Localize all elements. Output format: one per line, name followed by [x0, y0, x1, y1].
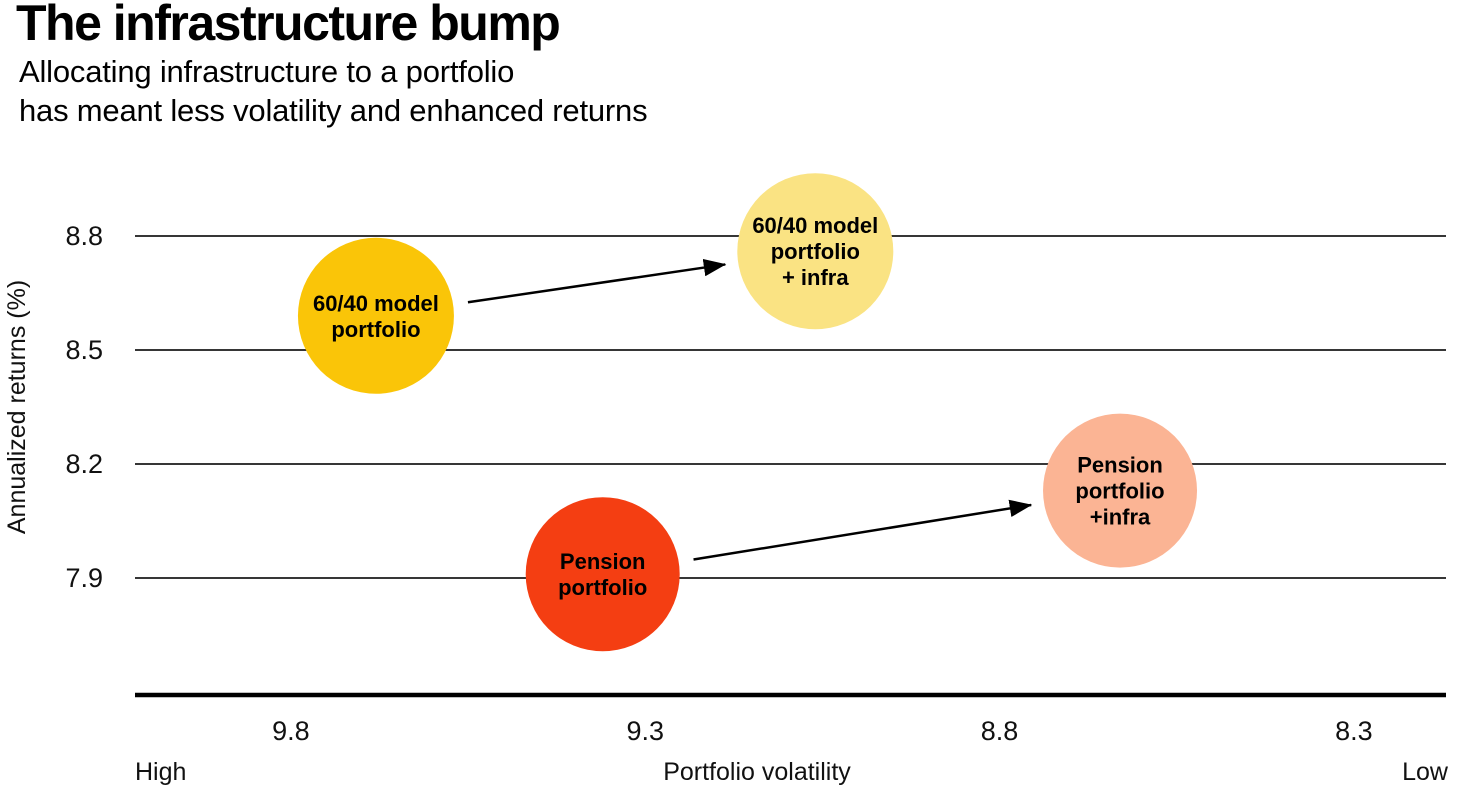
- arrows: [467, 258, 1033, 561]
- y-tick-label: 8.2: [65, 449, 103, 479]
- y-tick-labels: 8.8 8.5 8.2 7.9: [65, 221, 103, 593]
- x-axis-low-label: Low: [1402, 758, 1449, 786]
- bubble-label: portfolio: [331, 317, 420, 342]
- x-tick-label: 9.8: [272, 716, 310, 746]
- x-tick-labels: 9.8 9.3 8.8 8.3: [272, 716, 1373, 746]
- chart-title: The infrastructure bump: [16, 0, 561, 51]
- chart-subtitle-line-2: has meant less volatility and enhanced r…: [19, 93, 648, 128]
- chart-subtitle-line-1: Allocating infrastructure to a portfolio: [19, 54, 515, 89]
- bubble-label: 60/40 model: [313, 291, 439, 316]
- bubble-label: Pension: [1077, 453, 1163, 478]
- infra-shift-arrow: [693, 499, 1033, 561]
- bubble: [297, 237, 454, 394]
- infra-shift-arrow: [467, 258, 727, 304]
- bubble-label: Pension: [560, 549, 646, 574]
- bubble: [1043, 413, 1198, 568]
- y-tick-label: 8.8: [65, 221, 103, 251]
- bubble-label: 60/40 model: [752, 213, 878, 238]
- x-tick-label: 9.3: [626, 716, 664, 746]
- x-axis-title: Portfolio volatility: [663, 758, 851, 786]
- x-tick-label: 8.8: [981, 716, 1019, 746]
- bubble-label: + infra: [782, 265, 849, 290]
- bubble-label: +infra: [1090, 505, 1151, 530]
- y-tick-label: 8.5: [65, 335, 103, 365]
- x-axis-high-label: High: [135, 758, 186, 786]
- bubble: [525, 497, 680, 652]
- bubble-label: portfolio: [1075, 479, 1164, 504]
- y-axis-title: Annualized returns (%): [3, 280, 31, 534]
- y-tick-label: 7.9: [65, 563, 103, 593]
- x-tick-label: 8.3: [1335, 716, 1373, 746]
- bubble-label: portfolio: [771, 239, 860, 264]
- bubble-label: portfolio: [558, 575, 647, 600]
- bubble: [737, 173, 894, 330]
